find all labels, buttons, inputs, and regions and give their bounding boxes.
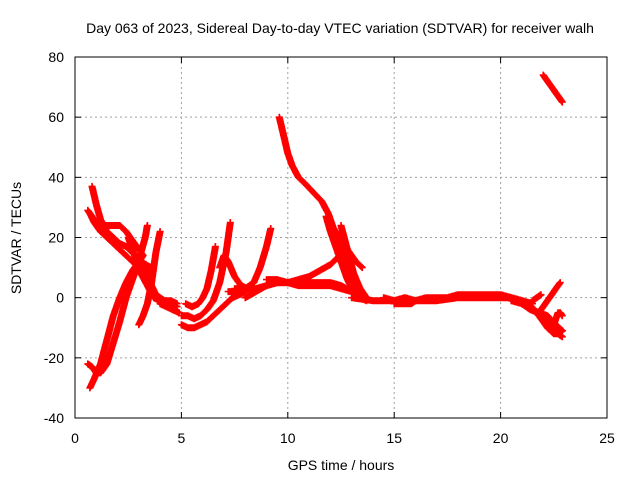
data-points (84, 71, 566, 392)
x-tick-label: 25 (599, 430, 615, 446)
series-arc-22 (337, 222, 370, 302)
y-tick-label: 20 (48, 230, 64, 246)
series-markers (524, 300, 566, 338)
y-tick-label: 40 (48, 169, 64, 185)
y-tick-label: 0 (56, 290, 64, 306)
series-markers (529, 291, 545, 305)
series-markers (182, 243, 219, 311)
series-arc-10 (156, 300, 183, 317)
series-markers (143, 282, 181, 311)
series-markers (550, 309, 566, 329)
y-axis-label: SDTVAR / TECUs (8, 182, 24, 294)
y-tick-label: 60 (48, 109, 64, 125)
series-markers (390, 297, 419, 308)
y-tick-label: -20 (44, 350, 64, 366)
x-tick-label: 10 (280, 430, 296, 446)
y-tick-label: -40 (44, 410, 64, 426)
x-axis-label: GPS time / hours (288, 457, 395, 473)
series-arc-11 (182, 243, 219, 311)
series-arc-31 (550, 309, 566, 329)
series-markers (539, 71, 566, 106)
series-markers (177, 288, 249, 332)
x-tick-label: 20 (493, 430, 509, 446)
x-tick-label: 15 (386, 430, 402, 446)
chart-title: Day 063 of 2023, Sidereal Day-to-day VTE… (86, 20, 594, 36)
series-markers (337, 222, 370, 302)
series-arc-30 (529, 291, 545, 305)
x-tick-label: 5 (178, 430, 186, 446)
plot-frame (74, 56, 608, 419)
series-arc-32 (539, 71, 566, 106)
y-tick-label: 80 (48, 49, 64, 65)
x-tick-label: 0 (71, 430, 79, 446)
series-arc-13 (177, 288, 249, 332)
series-arc-29 (524, 300, 566, 338)
series-markers (156, 300, 183, 317)
series-arc-25 (390, 297, 419, 308)
series-arc-9 (143, 282, 181, 311)
